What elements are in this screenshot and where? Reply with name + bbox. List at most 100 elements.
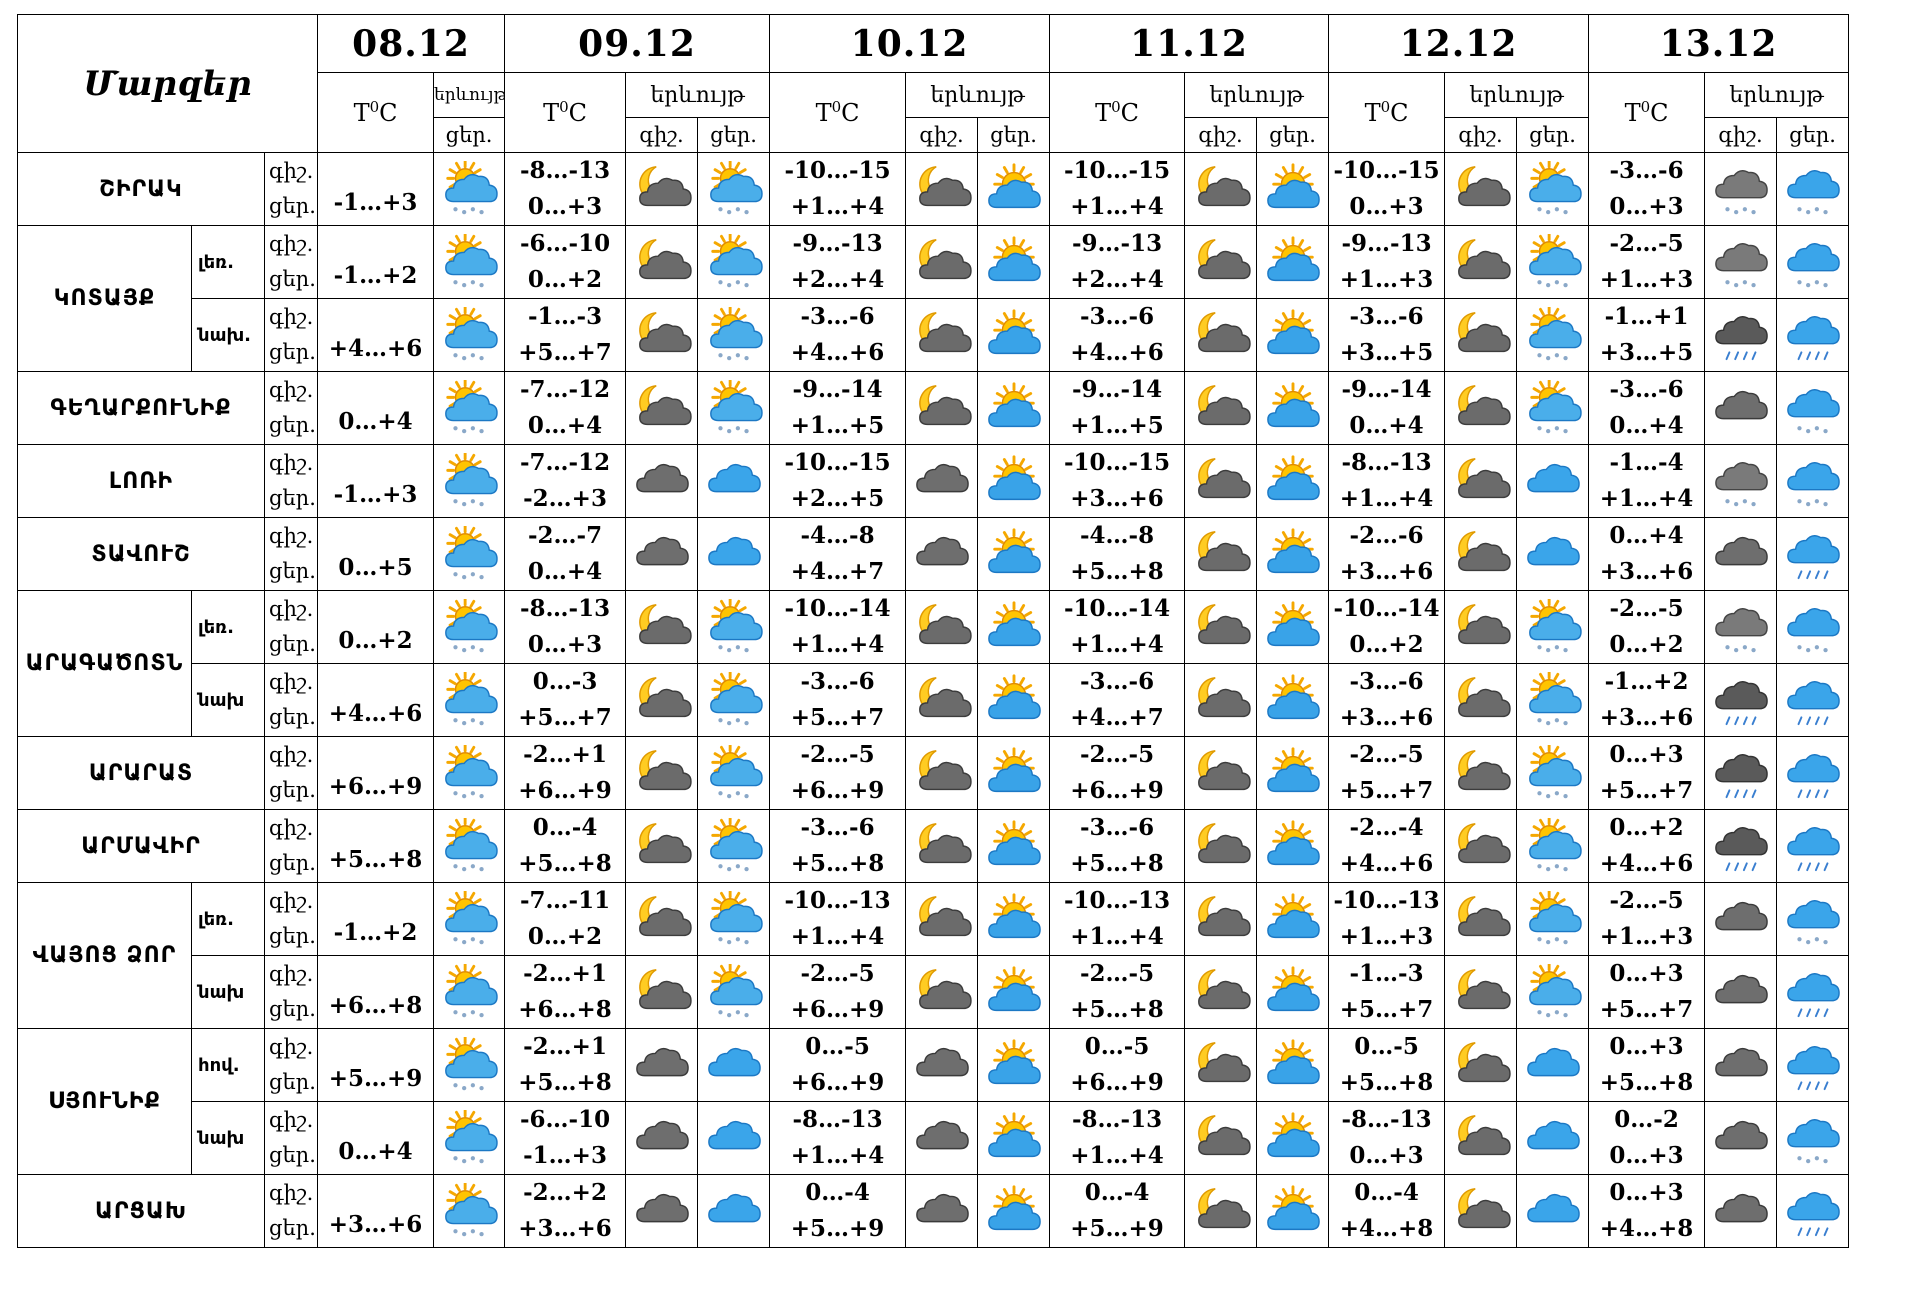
weather-icon-cell bbox=[625, 152, 699, 226]
night-label: գիշ. bbox=[269, 816, 314, 840]
phenomenon-column-header: երևույթ bbox=[905, 72, 1051, 118]
day-label: ցեր. bbox=[269, 924, 316, 948]
weather-icon-cell bbox=[1184, 1028, 1258, 1102]
temperature-range-cell: -10…-15 +1…+4 bbox=[769, 152, 907, 226]
temperature-range-cell: -10…-13 +1…+3 bbox=[1328, 882, 1446, 956]
day-temperature: +4…+6 bbox=[1599, 850, 1694, 877]
day-temperature: +6…+9 bbox=[1070, 777, 1164, 804]
cloud-icon bbox=[1706, 380, 1776, 436]
region-row: ԱՐԱՐԱՏ գիշ. ցեր. +6…+9 -2…+1 +6…+9 -2…-5 +6…+9-… bbox=[17, 736, 1850, 810]
header-row-dates: Մարզեր 08.12 09.12 10.12 11.12 12.12 13.… bbox=[16, 14, 1850, 153]
night-temperature: -10…-15 bbox=[1063, 449, 1171, 476]
sun-cloud-snow-icon bbox=[435, 307, 504, 363]
sun-cloud-snow-icon bbox=[435, 380, 504, 436]
night-temperature: 0…+4 bbox=[1609, 522, 1684, 549]
sun-cloud-snow-icon bbox=[435, 599, 504, 655]
weather-icon-cell bbox=[1444, 955, 1518, 1029]
night-temperature: -10…-13 bbox=[1063, 887, 1171, 914]
night-label: գիշ. bbox=[269, 524, 314, 548]
weather-icon-cell bbox=[1516, 444, 1590, 518]
weather-icon-cell bbox=[625, 882, 699, 956]
day-temperature: +3…+6 bbox=[1070, 485, 1164, 512]
sun-cloud-icon bbox=[979, 161, 1049, 217]
day-temperature: +1…+4 bbox=[1339, 485, 1434, 512]
day-label: ցեր. bbox=[269, 486, 316, 510]
region-row: նախ գիշ. ցեր. +6…+8 -2…+1 +6…+8 -2…-5 +6…+9 -2…-… bbox=[18, 955, 1850, 1029]
night-temperature: -10…-14 bbox=[784, 595, 891, 622]
moon-cloud-icon bbox=[627, 234, 697, 290]
sun-cloud-icon bbox=[979, 234, 1049, 290]
blue-cloud-snow-icon bbox=[1778, 453, 1848, 509]
weather-icon-cell bbox=[1444, 517, 1518, 591]
cloud-icon bbox=[907, 1037, 977, 1093]
blue-cloud-rain-icon bbox=[1778, 964, 1848, 1020]
subregion-label: հով. bbox=[191, 1028, 265, 1102]
temperature-range-cell: -1…+3 bbox=[317, 152, 435, 226]
day-temperature: +5…+8 bbox=[1599, 1069, 1694, 1096]
date-header: 09.12 bbox=[504, 14, 771, 73]
subregion-label: նախ bbox=[191, 663, 265, 737]
day-temperature: +4…+7 bbox=[1070, 704, 1164, 731]
day-temperature: +5…+8 bbox=[1070, 996, 1164, 1023]
region-row: ՇԻՐԱԿ գիշ. ցեր. -1…+3 -8…-13 0…+3 -10…-15 +1…+4… bbox=[17, 152, 1850, 226]
sun-cloud-snow-icon bbox=[699, 380, 769, 436]
temp-symbol: T bbox=[543, 99, 560, 127]
weather-icon-cell bbox=[1516, 955, 1590, 1029]
weather-icon-cell bbox=[977, 663, 1051, 737]
day-temperature: +6…+9 bbox=[328, 773, 423, 800]
temperature-range-cell: -8…-13 +1…+4 bbox=[1328, 444, 1446, 518]
day-temperature: +5…+7 bbox=[1599, 996, 1694, 1023]
day-label: ցեր. bbox=[269, 705, 316, 729]
day-night-labels: գիշ. ցեր. bbox=[263, 1101, 319, 1175]
weather-icon-cell bbox=[1704, 298, 1778, 372]
night-temperature: 0…-2 bbox=[1614, 1106, 1679, 1133]
temperature-range-cell: 0…+2 +4…+6 bbox=[1588, 809, 1706, 883]
weather-icon-cell bbox=[1776, 1028, 1850, 1102]
blue-cloud-rain-icon bbox=[1778, 818, 1848, 874]
date-header: 10.12 bbox=[769, 14, 1051, 73]
weather-icon-cell bbox=[1184, 371, 1258, 445]
temperature-range-cell: -3…-6 +5…+8 bbox=[769, 809, 907, 883]
weather-icon-cell bbox=[905, 517, 979, 591]
cloud-icon bbox=[907, 1183, 977, 1239]
forecast-table: Մարզեր 08.12 09.12 10.12 11.12 12.12 13.… bbox=[16, 14, 1850, 1248]
day-label: ցեր. bbox=[269, 340, 316, 364]
day-night-labels: գիշ. ցեր. bbox=[263, 517, 319, 591]
day-night-labels: գիշ. ցեր. bbox=[263, 225, 319, 299]
moon-cloud-icon bbox=[1186, 234, 1256, 290]
night-temperature: 0…+3 bbox=[1609, 960, 1684, 987]
moon-cloud-icon bbox=[1446, 307, 1516, 363]
region-row: ԿՈՏԱՅՔ լեռ. գիշ. ցեր. -1…+2 -6…-10 0…+2 -9…-13 +… bbox=[17, 225, 1850, 372]
day-label: ցեր. bbox=[269, 559, 316, 583]
weather-icon-cell bbox=[1704, 809, 1778, 883]
sun-cloud-snow-icon bbox=[435, 745, 504, 801]
temperature-range-cell: -2…-5 0…+2 bbox=[1588, 590, 1706, 664]
cloud-icon bbox=[907, 1110, 977, 1166]
temperature-range-cell: -2…-4 +4…+6 bbox=[1328, 809, 1446, 883]
night-temperature: -2…-5 bbox=[1609, 595, 1684, 622]
sun-cloud-icon bbox=[1258, 161, 1328, 217]
temperature-range-cell: -9…-14 0…+4 bbox=[1328, 371, 1446, 445]
night-label: գիշ. bbox=[269, 889, 314, 913]
night-label: գիշ. bbox=[269, 962, 314, 986]
day-night-labels: գիշ. ցեր. bbox=[263, 882, 319, 956]
weather-icon-cell bbox=[977, 736, 1051, 810]
temperature-range-cell: 0…+4 bbox=[317, 371, 435, 445]
temperature-column-header: T0C bbox=[1049, 72, 1186, 153]
day-label: ցեր. bbox=[697, 117, 771, 153]
night-temperature: -3…-6 bbox=[1079, 668, 1155, 695]
temperature-range-cell: 0…-5 +6…+9 bbox=[1049, 1028, 1186, 1102]
day-temperature: 0…+4 bbox=[1349, 412, 1424, 439]
cloud-icon bbox=[627, 1183, 697, 1239]
blue-cloud-icon bbox=[1518, 1110, 1588, 1166]
sun-cloud-snow-icon bbox=[1518, 234, 1588, 290]
day-label: ցեր. bbox=[269, 194, 316, 218]
weather-icon-cell bbox=[1184, 225, 1258, 299]
temperature-range-cell: -9…-13 +2…+4 bbox=[1049, 225, 1186, 299]
weather-icon-cell bbox=[625, 1028, 699, 1102]
region-row: ԳԵՂԱՐՔՈՒՆԻՔ գիշ. ցեր. 0…+4 -7…-12 0…+4 -9…-14 +… bbox=[17, 371, 1850, 445]
temperature-range-cell: -8…-13 +1…+4 bbox=[1049, 1101, 1186, 1175]
night-temperature: -2…-5 bbox=[1079, 960, 1155, 987]
weather-icon-cell bbox=[1184, 590, 1258, 664]
temperature-range-cell: 0…-2 0…+3 bbox=[1588, 1101, 1706, 1175]
